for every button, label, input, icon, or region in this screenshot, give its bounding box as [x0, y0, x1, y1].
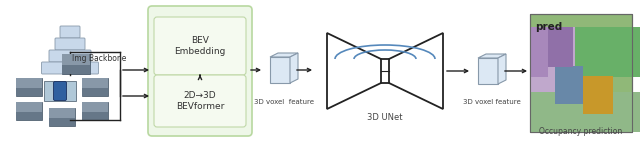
- FancyBboxPatch shape: [530, 92, 640, 132]
- FancyBboxPatch shape: [62, 65, 90, 74]
- Polygon shape: [270, 57, 290, 83]
- FancyBboxPatch shape: [82, 102, 108, 120]
- Text: 2D→3D
BEVformer: 2D→3D BEVformer: [176, 91, 224, 111]
- Text: BEV
Embedding: BEV Embedding: [174, 36, 226, 56]
- Polygon shape: [478, 58, 498, 84]
- Text: pred: pred: [535, 22, 563, 32]
- FancyBboxPatch shape: [62, 54, 90, 74]
- FancyBboxPatch shape: [49, 118, 75, 126]
- FancyBboxPatch shape: [82, 78, 108, 88]
- Text: 3D UNet: 3D UNet: [367, 113, 403, 122]
- FancyBboxPatch shape: [16, 102, 42, 120]
- Text: Occupancy prediction: Occupancy prediction: [540, 127, 623, 136]
- FancyBboxPatch shape: [530, 14, 632, 132]
- FancyBboxPatch shape: [148, 6, 252, 136]
- FancyBboxPatch shape: [530, 27, 548, 77]
- FancyBboxPatch shape: [154, 75, 246, 127]
- FancyBboxPatch shape: [16, 112, 42, 120]
- FancyBboxPatch shape: [583, 76, 613, 114]
- Polygon shape: [478, 54, 506, 58]
- Text: Img Backbone: Img Backbone: [72, 54, 126, 63]
- FancyBboxPatch shape: [49, 108, 75, 126]
- Polygon shape: [270, 53, 298, 57]
- FancyBboxPatch shape: [82, 112, 108, 120]
- FancyBboxPatch shape: [16, 88, 42, 96]
- FancyBboxPatch shape: [16, 78, 42, 88]
- FancyBboxPatch shape: [49, 108, 75, 118]
- Polygon shape: [498, 54, 506, 84]
- FancyBboxPatch shape: [55, 38, 85, 50]
- FancyBboxPatch shape: [16, 102, 42, 112]
- Polygon shape: [389, 33, 443, 109]
- FancyBboxPatch shape: [44, 81, 76, 101]
- Text: 3D voxel  feature: 3D voxel feature: [254, 99, 314, 105]
- FancyBboxPatch shape: [82, 88, 108, 96]
- FancyBboxPatch shape: [62, 54, 90, 65]
- FancyBboxPatch shape: [42, 62, 99, 74]
- FancyBboxPatch shape: [555, 66, 583, 104]
- Polygon shape: [290, 53, 298, 83]
- FancyBboxPatch shape: [530, 27, 575, 92]
- FancyBboxPatch shape: [49, 50, 91, 62]
- FancyBboxPatch shape: [82, 102, 108, 112]
- Text: 3D voxel feature: 3D voxel feature: [463, 99, 521, 105]
- FancyBboxPatch shape: [575, 27, 640, 77]
- FancyBboxPatch shape: [82, 78, 108, 96]
- FancyBboxPatch shape: [16, 78, 42, 96]
- FancyBboxPatch shape: [60, 26, 80, 38]
- FancyBboxPatch shape: [548, 27, 573, 67]
- FancyBboxPatch shape: [154, 17, 246, 75]
- FancyBboxPatch shape: [54, 82, 67, 101]
- Polygon shape: [327, 33, 381, 109]
